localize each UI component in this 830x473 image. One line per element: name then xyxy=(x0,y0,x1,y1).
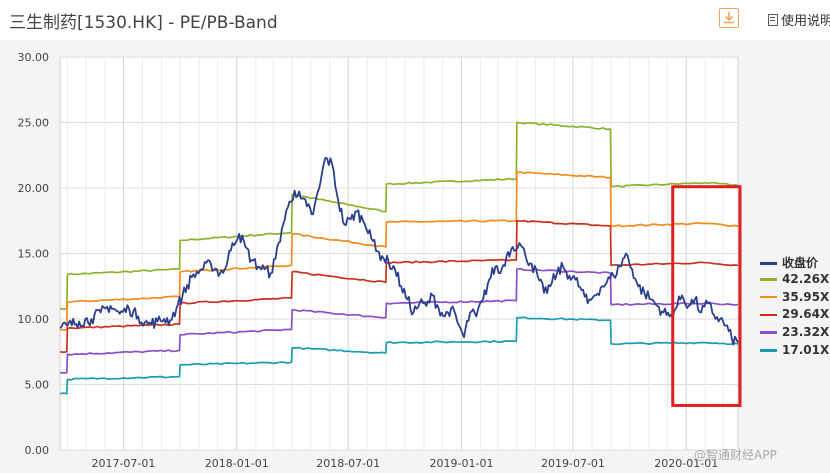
document-icon xyxy=(768,14,778,26)
chart-area: 0.00 5.00 10.00 15.00 20.00 25.00 30.00 2017-07… xyxy=(0,40,830,473)
series-line-1 xyxy=(59,121,739,311)
legend-swatch xyxy=(760,313,777,317)
grid-lines xyxy=(60,56,738,451)
download-button[interactable] xyxy=(719,8,739,28)
x-tick-label: 2019-01-01 xyxy=(430,457,494,470)
legend-swatch xyxy=(760,295,777,299)
y-tick-label: 20.00 xyxy=(18,182,50,195)
axis-ticks: 0.00 5.00 10.00 15.00 20.00 25.00 30.00 2017-07… xyxy=(18,51,719,470)
watermark: @智通财经APP xyxy=(694,448,777,462)
legend-item[interactable]: 收盘价 xyxy=(760,254,829,272)
legend-item[interactable]: 17.01X xyxy=(760,343,829,361)
legend-swatch xyxy=(760,262,777,265)
legend-label: 29.64X xyxy=(782,307,830,322)
x-tick-label: 2018-01-01 xyxy=(205,457,269,470)
x-tick-label: 2020-01-01 xyxy=(654,457,718,470)
highlight-box xyxy=(671,185,742,407)
series-line-5 xyxy=(59,316,739,395)
y-tick-label: 10.00 xyxy=(18,313,50,326)
legend-label: 42.26X xyxy=(782,271,830,286)
x-tick-label: 2017-07-01 xyxy=(91,457,155,470)
y-tick-label: 5.00 xyxy=(25,379,50,392)
download-icon xyxy=(724,12,734,24)
legend-swatch xyxy=(760,349,777,352)
legend-item[interactable]: 23.32X xyxy=(760,325,829,343)
y-tick-label: 30.00 xyxy=(18,51,50,64)
legend-swatch xyxy=(760,331,777,334)
legend-label: 17.01X xyxy=(782,342,830,357)
pe-band-chart: 0.00 5.00 10.00 15.00 20.00 25.00 30.00 2017-07… xyxy=(18,51,742,470)
chart-header: 三生制药[1530.HK] - PE/PB-Band 使用说明 xyxy=(0,0,830,40)
x-tick-label: 2019-07-01 xyxy=(541,457,605,470)
help-label: 使用说明 xyxy=(781,14,830,29)
y-tick-label: 15.00 xyxy=(18,248,50,261)
series-line-2 xyxy=(59,171,739,331)
page-title: 三生制药[1530.HK] - PE/PB-Band xyxy=(9,13,278,33)
x-tick-label: 2018-07-01 xyxy=(316,457,380,470)
y-tick-label: 0.00 xyxy=(25,444,50,457)
legend-label: 收盘价 xyxy=(782,256,819,270)
legend-label: 35.95X xyxy=(782,289,830,304)
help-link[interactable]: 使用说明 xyxy=(768,10,830,29)
y-tick-label: 25.00 xyxy=(18,117,50,130)
legend-item[interactable]: 42.26X xyxy=(760,272,829,290)
series-line-0 xyxy=(59,157,739,346)
legend-item[interactable]: 29.64X xyxy=(760,307,829,325)
legend-item[interactable]: 35.95X xyxy=(760,290,829,308)
series-group xyxy=(59,121,739,395)
legend-label: 23.32X xyxy=(782,325,830,340)
legend-swatch xyxy=(760,278,777,281)
series-line-4 xyxy=(59,267,739,374)
chart-legend: 收盘价 42.26X 35.95X 29.64X 23.32X 17.01X xyxy=(760,254,829,361)
